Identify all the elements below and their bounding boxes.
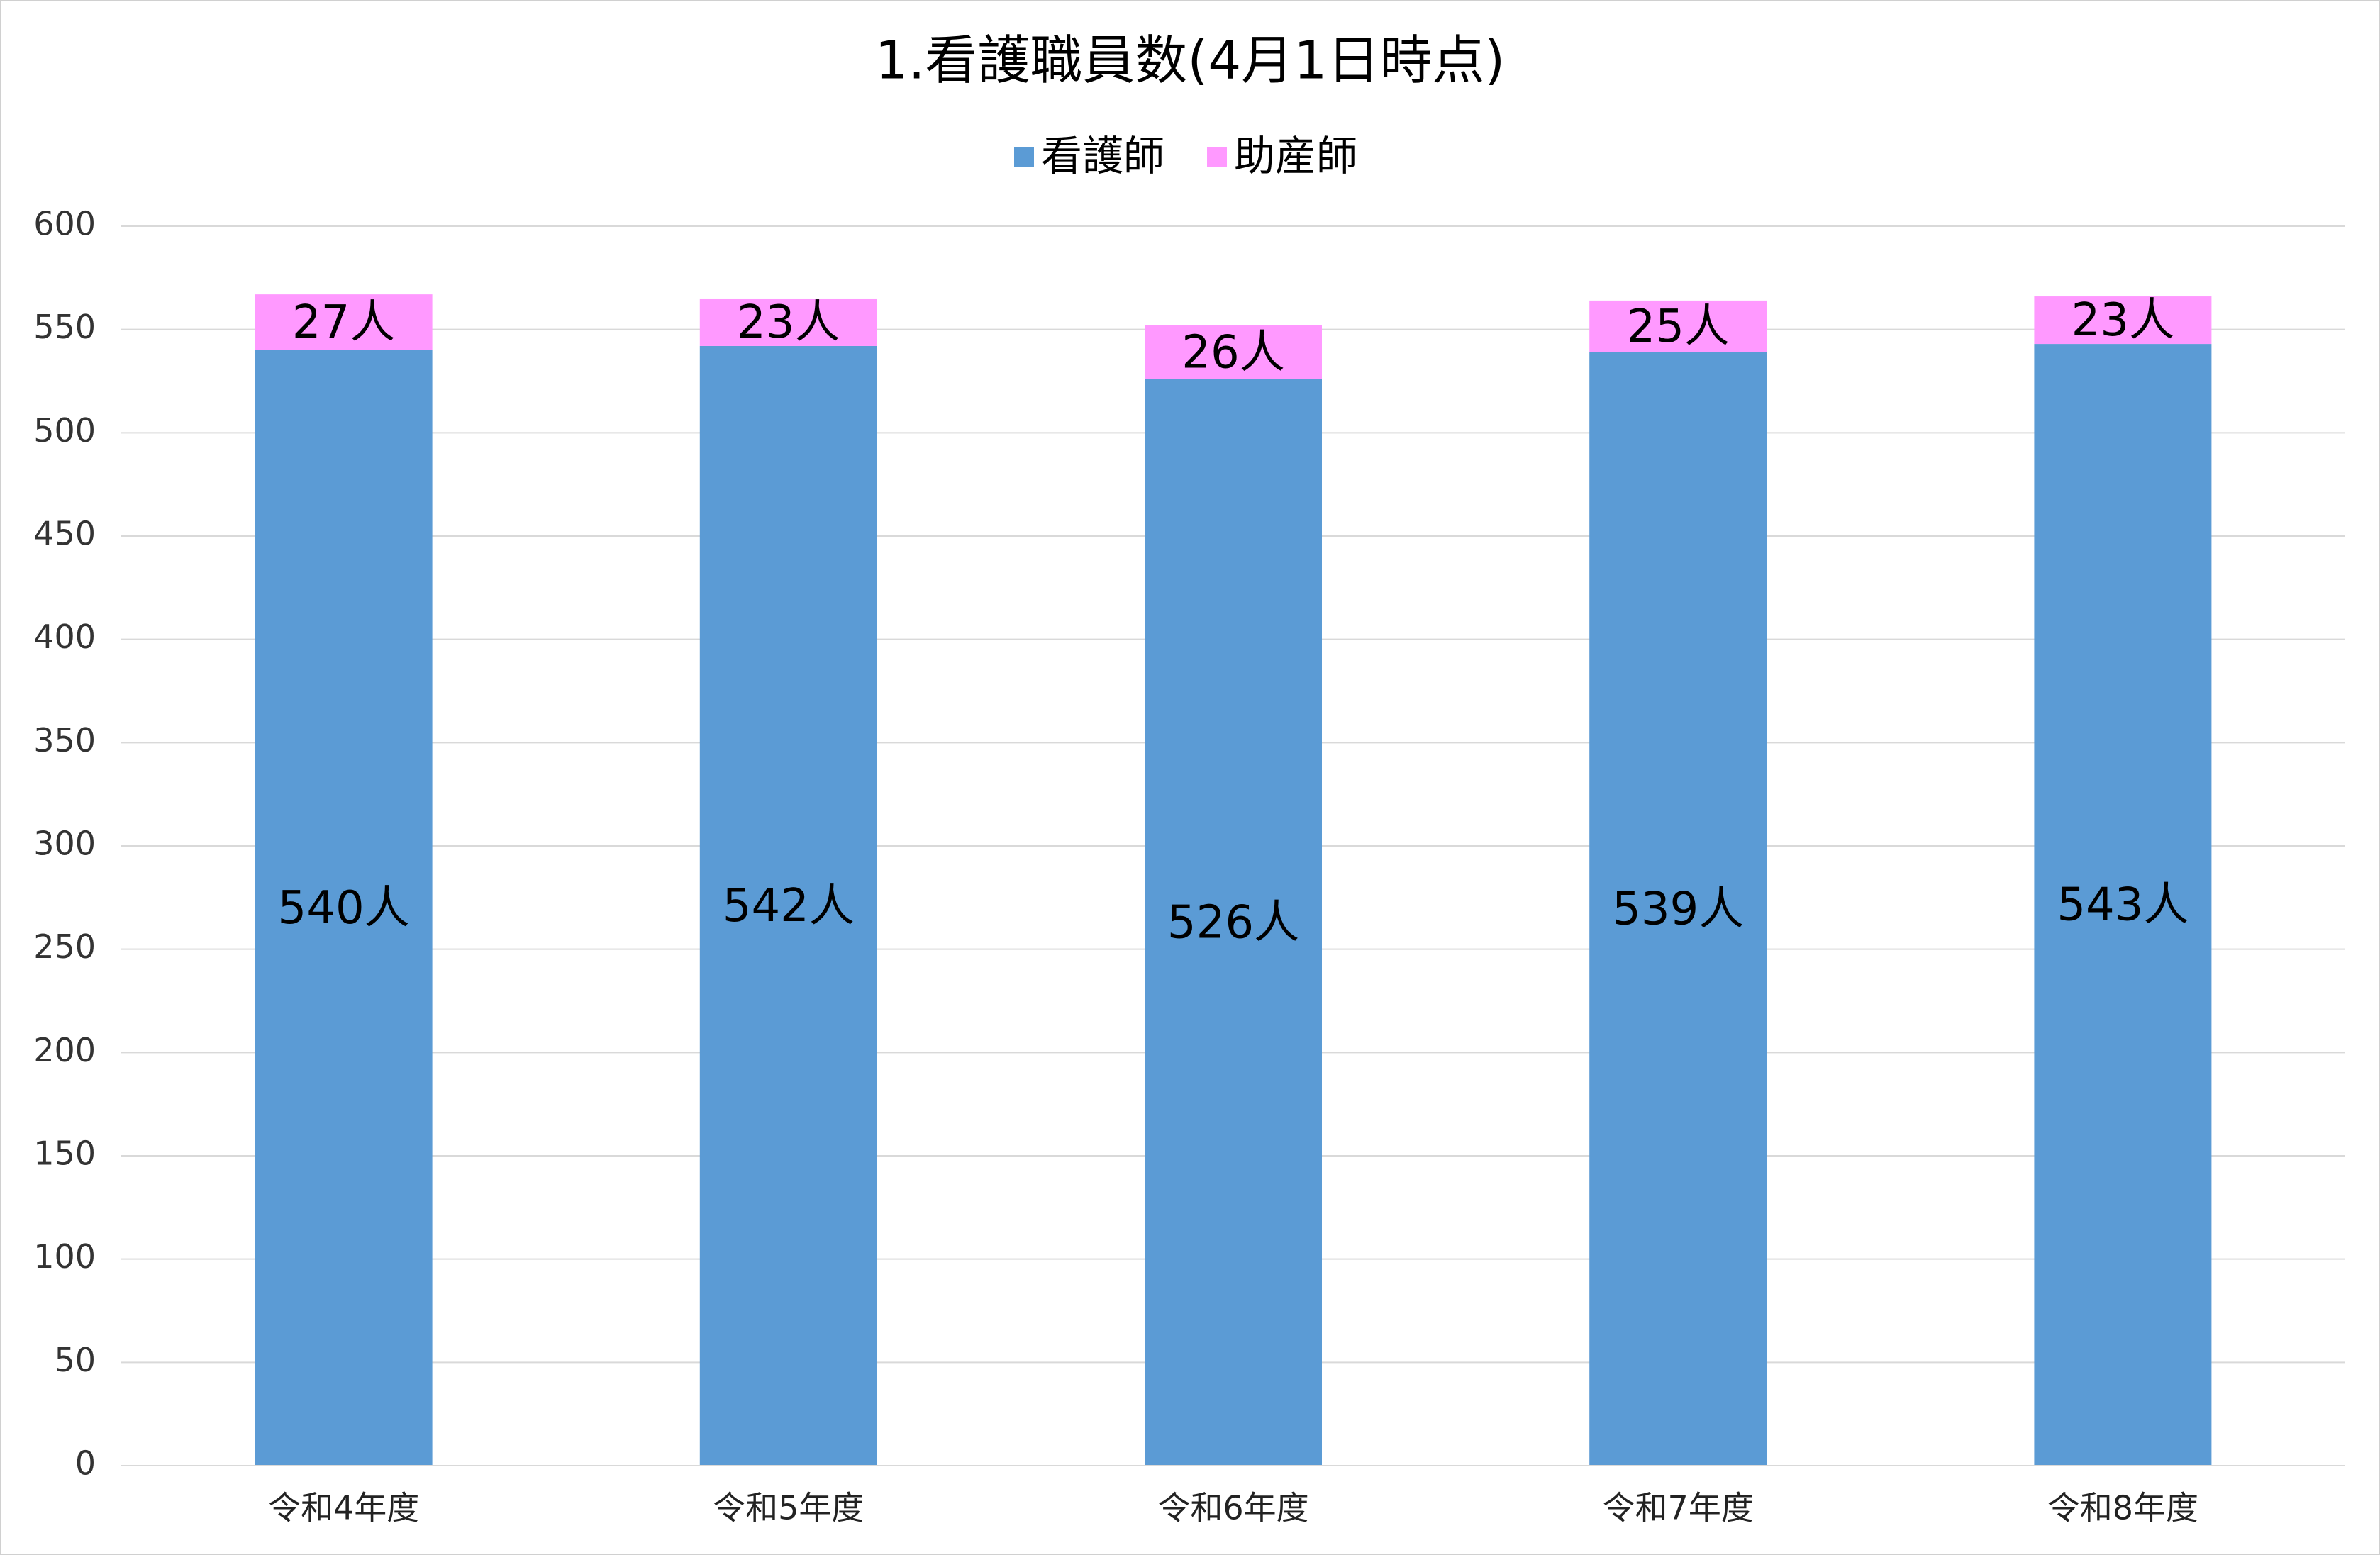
data-label: 543人	[2057, 879, 2189, 932]
data-label: 540人	[278, 882, 410, 935]
bar-segment	[1589, 300, 1767, 352]
chart-title: 1.看護職員数(4月1日時点)	[875, 30, 1506, 91]
y-tick-label: 250	[33, 927, 96, 966]
bar-segment	[2034, 344, 2212, 1466]
x-tick-label: 令和4年度	[268, 1489, 419, 1527]
bar-segment	[699, 345, 877, 1466]
legend-label: 助産師	[1234, 132, 1357, 180]
data-label: 25人	[1626, 301, 1729, 353]
bar-segment	[699, 298, 877, 346]
y-tick-label: 450	[33, 515, 96, 553]
y-tick-label: 300	[33, 825, 96, 863]
y-tick-label: 500	[33, 411, 96, 450]
y-tick-label: 150	[33, 1135, 96, 1173]
x-tick-label: 令和5年度	[713, 1489, 864, 1527]
y-tick-label: 600	[33, 205, 96, 243]
legend-swatch	[1207, 147, 1228, 167]
data-label: 542人	[723, 880, 855, 932]
y-tick-label: 0	[75, 1444, 96, 1483]
x-tick-label: 令和7年度	[1603, 1489, 1754, 1527]
y-tick-label: 550	[33, 308, 96, 346]
bar-segment	[1145, 379, 1322, 1466]
y-tick-label: 100	[33, 1237, 96, 1276]
y-tick-label: 200	[33, 1031, 96, 1069]
x-tick-label: 令和8年度	[2047, 1489, 2198, 1527]
x-tick-label: 令和6年度	[1157, 1489, 1308, 1527]
y-tick-label: 350	[33, 721, 96, 759]
y-tick-label: 50	[54, 1341, 96, 1379]
bar-segment	[255, 350, 433, 1466]
data-label: 27人	[292, 296, 395, 349]
bar-segment	[1145, 325, 1322, 379]
bar-segment	[255, 294, 433, 350]
data-label: 526人	[1167, 896, 1299, 949]
data-label: 23人	[2072, 294, 2174, 347]
y-tick-label: 400	[33, 618, 96, 656]
data-label: 539人	[1612, 883, 1744, 935]
bar-segment	[2034, 296, 2212, 345]
legend-label: 看護師	[1041, 132, 1164, 180]
bar-segment	[1589, 352, 1767, 1466]
legend-swatch	[1014, 147, 1034, 167]
data-label: 23人	[737, 296, 840, 349]
data-label: 26人	[1181, 326, 1284, 379]
